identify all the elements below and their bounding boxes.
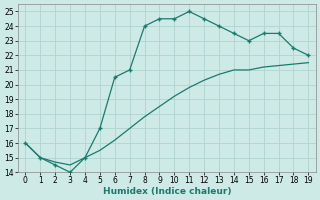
X-axis label: Humidex (Indice chaleur): Humidex (Indice chaleur) bbox=[103, 187, 231, 196]
